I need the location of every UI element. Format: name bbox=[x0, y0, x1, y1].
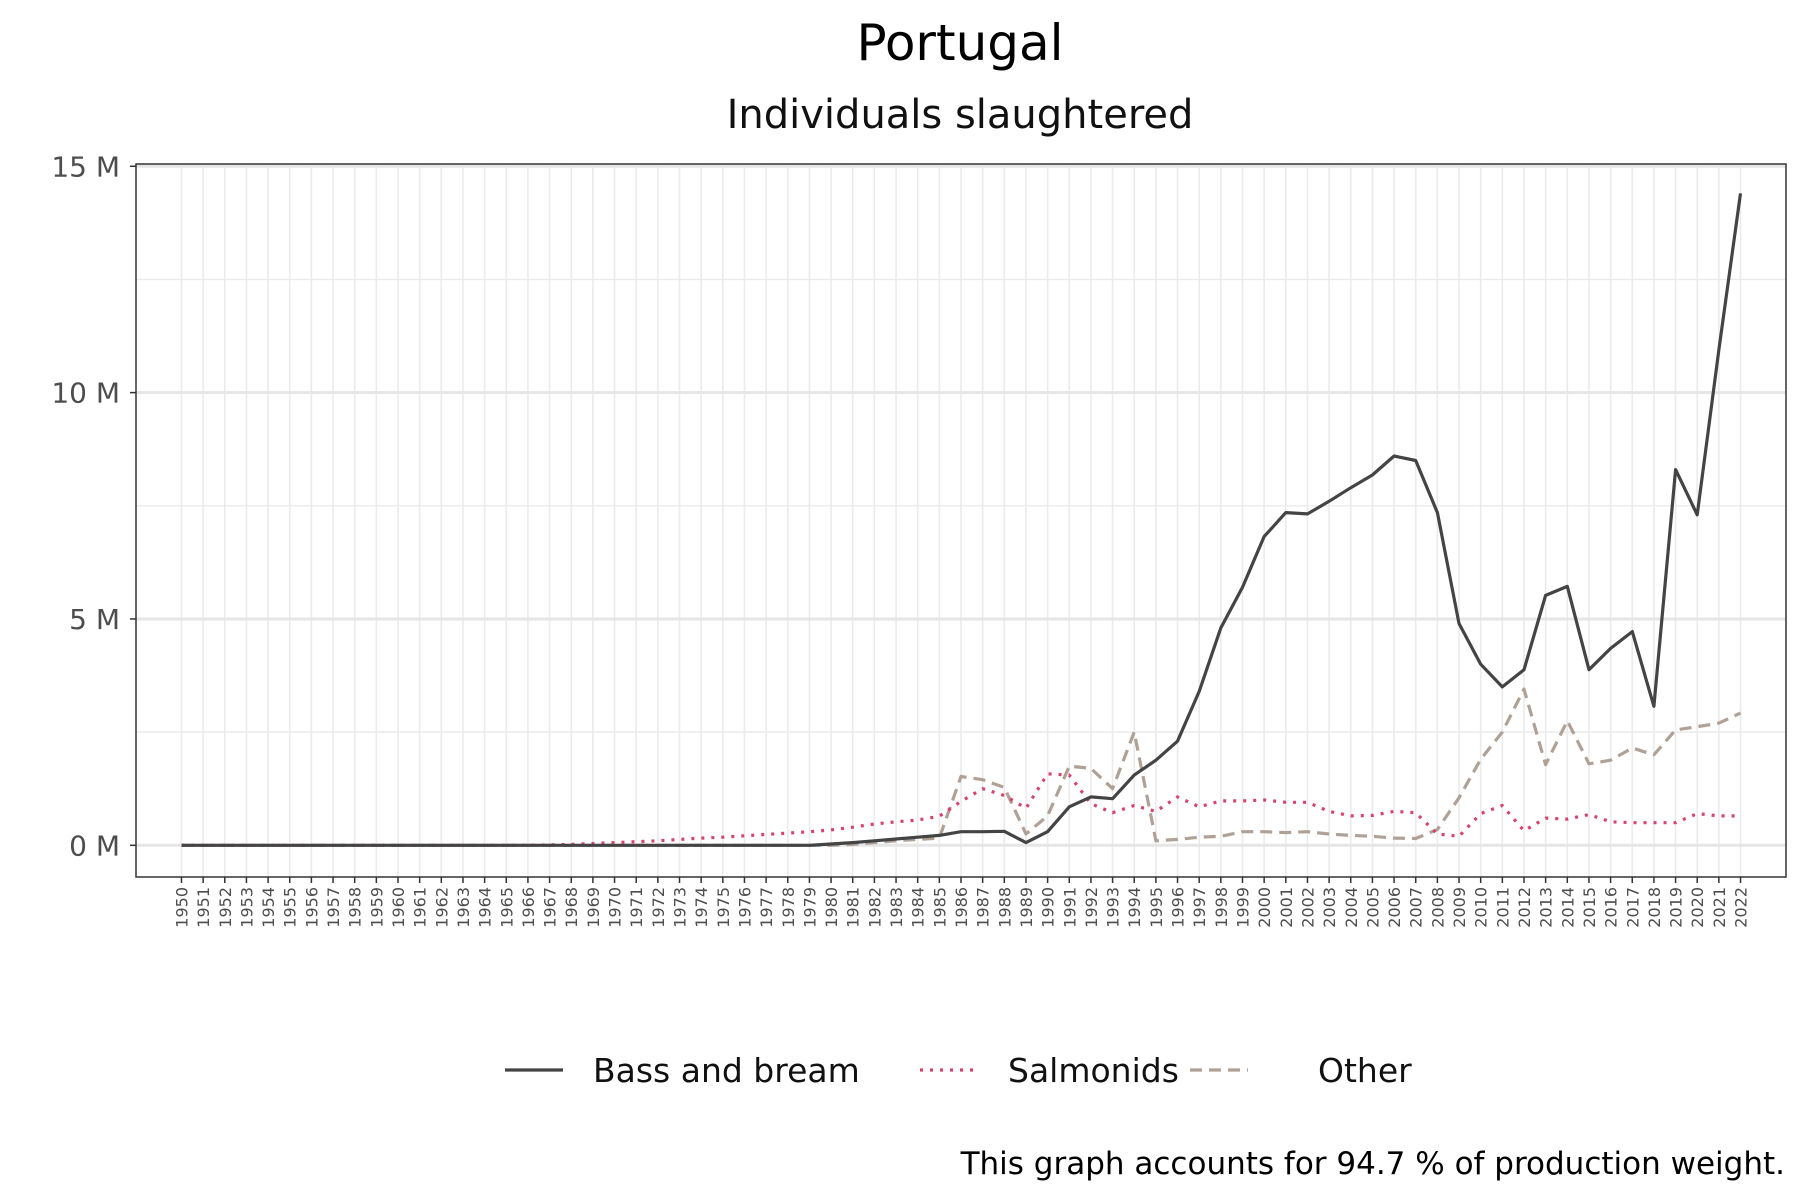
x-tick-label: 2000 bbox=[1255, 887, 1274, 928]
x-tick-label: 2004 bbox=[1342, 887, 1361, 928]
series-line-bass-and-bream bbox=[181, 193, 1743, 847]
x-tick-label: 1965 bbox=[497, 887, 516, 928]
x-tick-label: 1967 bbox=[541, 887, 560, 928]
x-tick-label: 2021 bbox=[1710, 887, 1729, 928]
x-tick-label: 1979 bbox=[800, 887, 819, 928]
x-tick-label: 2005 bbox=[1363, 887, 1382, 928]
x-tick-label: 1999 bbox=[1233, 887, 1252, 928]
x-tick-label: 1975 bbox=[714, 887, 733, 928]
x-tick-label: 2010 bbox=[1472, 887, 1491, 928]
x-tick-label: 1989 bbox=[1017, 887, 1036, 928]
x-tick-label: 2006 bbox=[1385, 887, 1404, 928]
x-tick-label: 1976 bbox=[735, 887, 754, 928]
grid bbox=[136, 164, 1786, 877]
x-tick-label: 2015 bbox=[1580, 887, 1599, 928]
x-tick-label: 1998 bbox=[1212, 887, 1231, 928]
x-tick-label: 1977 bbox=[757, 887, 776, 928]
chart-subtitle: Individuals slaughtered bbox=[727, 92, 1194, 138]
legend-label: Salmonids bbox=[1008, 1051, 1179, 1090]
x-tick-label: 1994 bbox=[1125, 887, 1144, 928]
x-tick-label: 1987 bbox=[974, 887, 993, 928]
x-tick-label: 1986 bbox=[952, 887, 971, 928]
x-tick-label: 1981 bbox=[844, 887, 863, 928]
y-tick-label: 0 M bbox=[69, 829, 120, 862]
y-tick-label: 5 M bbox=[69, 603, 120, 636]
x-tick-label: 2013 bbox=[1537, 887, 1556, 928]
x-tick-label: 1968 bbox=[562, 887, 581, 928]
x-tick-label: 1963 bbox=[454, 887, 473, 928]
x-tick-label: 1984 bbox=[909, 887, 928, 928]
x-tick-label: 1953 bbox=[237, 887, 256, 928]
y-tick-label: 15 M bbox=[51, 150, 120, 183]
x-tick-label: 1995 bbox=[1147, 887, 1166, 928]
x-tick-label: 1974 bbox=[692, 887, 711, 928]
x-tick-label: 2018 bbox=[1645, 887, 1664, 928]
x-tick-label: 1971 bbox=[627, 887, 646, 928]
legend-label: Bass and bream bbox=[593, 1051, 860, 1090]
x-tick-label: 1990 bbox=[1039, 887, 1058, 928]
x-tick-label: 1964 bbox=[476, 887, 495, 928]
x-tick-label: 1983 bbox=[887, 887, 906, 928]
x-tick-label: 2016 bbox=[1602, 887, 1621, 928]
x-tick-label: 2007 bbox=[1407, 887, 1426, 928]
legend-label: Other bbox=[1318, 1051, 1412, 1090]
x-tick-label: 1997 bbox=[1190, 887, 1209, 928]
x-tick-label: 1978 bbox=[779, 887, 798, 928]
legend: Bass and bream Salmonids Other bbox=[505, 1051, 1412, 1090]
x-tick-label: 1960 bbox=[389, 887, 408, 928]
x-tick-label: 2011 bbox=[1493, 887, 1512, 928]
x-tick-label: 1982 bbox=[865, 887, 884, 928]
x-tick-label: 1955 bbox=[281, 887, 300, 928]
chart-caption: This graph accounts for 94.7 % of produc… bbox=[960, 1146, 1785, 1182]
x-tick-label: 2019 bbox=[1667, 887, 1686, 928]
x-tick-label: 1973 bbox=[671, 887, 690, 928]
x-tick-label: 1980 bbox=[822, 887, 841, 928]
x-tick-label: 2009 bbox=[1450, 887, 1469, 928]
x-tick-label: 2020 bbox=[1688, 887, 1707, 928]
x-tick-label: 1992 bbox=[1082, 887, 1101, 928]
x-tick-label: 2014 bbox=[1558, 887, 1577, 928]
chart-title: Portugal bbox=[856, 14, 1063, 72]
x-tick-label: 1956 bbox=[302, 887, 321, 928]
x-tick-label: 1972 bbox=[649, 887, 668, 928]
x-tick-label: 1959 bbox=[367, 887, 386, 928]
x-tick-label: 1966 bbox=[519, 887, 538, 928]
x-tick-label: 1954 bbox=[259, 887, 278, 928]
x-tick-label: 1991 bbox=[1060, 887, 1079, 928]
x-tick-label: 2012 bbox=[1515, 887, 1534, 928]
series-line-other bbox=[181, 687, 1742, 847]
x-tick-label: 1962 bbox=[432, 887, 451, 928]
x-tick-label: 1988 bbox=[995, 887, 1014, 928]
x-tick-label: 2017 bbox=[1623, 887, 1642, 928]
x-tick-label: 1993 bbox=[1104, 887, 1123, 928]
x-tick-label: 1969 bbox=[584, 887, 603, 928]
y-tick-label: 10 M bbox=[51, 377, 120, 410]
x-tick-label: 2001 bbox=[1277, 887, 1296, 928]
x-tick-label: 1996 bbox=[1169, 887, 1188, 928]
x-tick-label: 2003 bbox=[1320, 887, 1339, 928]
series-lines bbox=[181, 193, 1743, 847]
x-tick-label: 1985 bbox=[930, 887, 949, 928]
x-tick-label: 1952 bbox=[216, 887, 235, 928]
x-tick-label: 1951 bbox=[194, 887, 213, 928]
x-tick-label: 2008 bbox=[1428, 887, 1447, 928]
x-tick-label: 1950 bbox=[172, 887, 191, 928]
x-tick-label: 1958 bbox=[346, 887, 365, 928]
x-tick-label: 1961 bbox=[411, 887, 430, 928]
x-tick-label: 1970 bbox=[606, 887, 625, 928]
x-tick-label: 2002 bbox=[1298, 887, 1317, 928]
x-tick-label: 1957 bbox=[324, 887, 343, 928]
x-tick-label: 2022 bbox=[1732, 887, 1751, 928]
